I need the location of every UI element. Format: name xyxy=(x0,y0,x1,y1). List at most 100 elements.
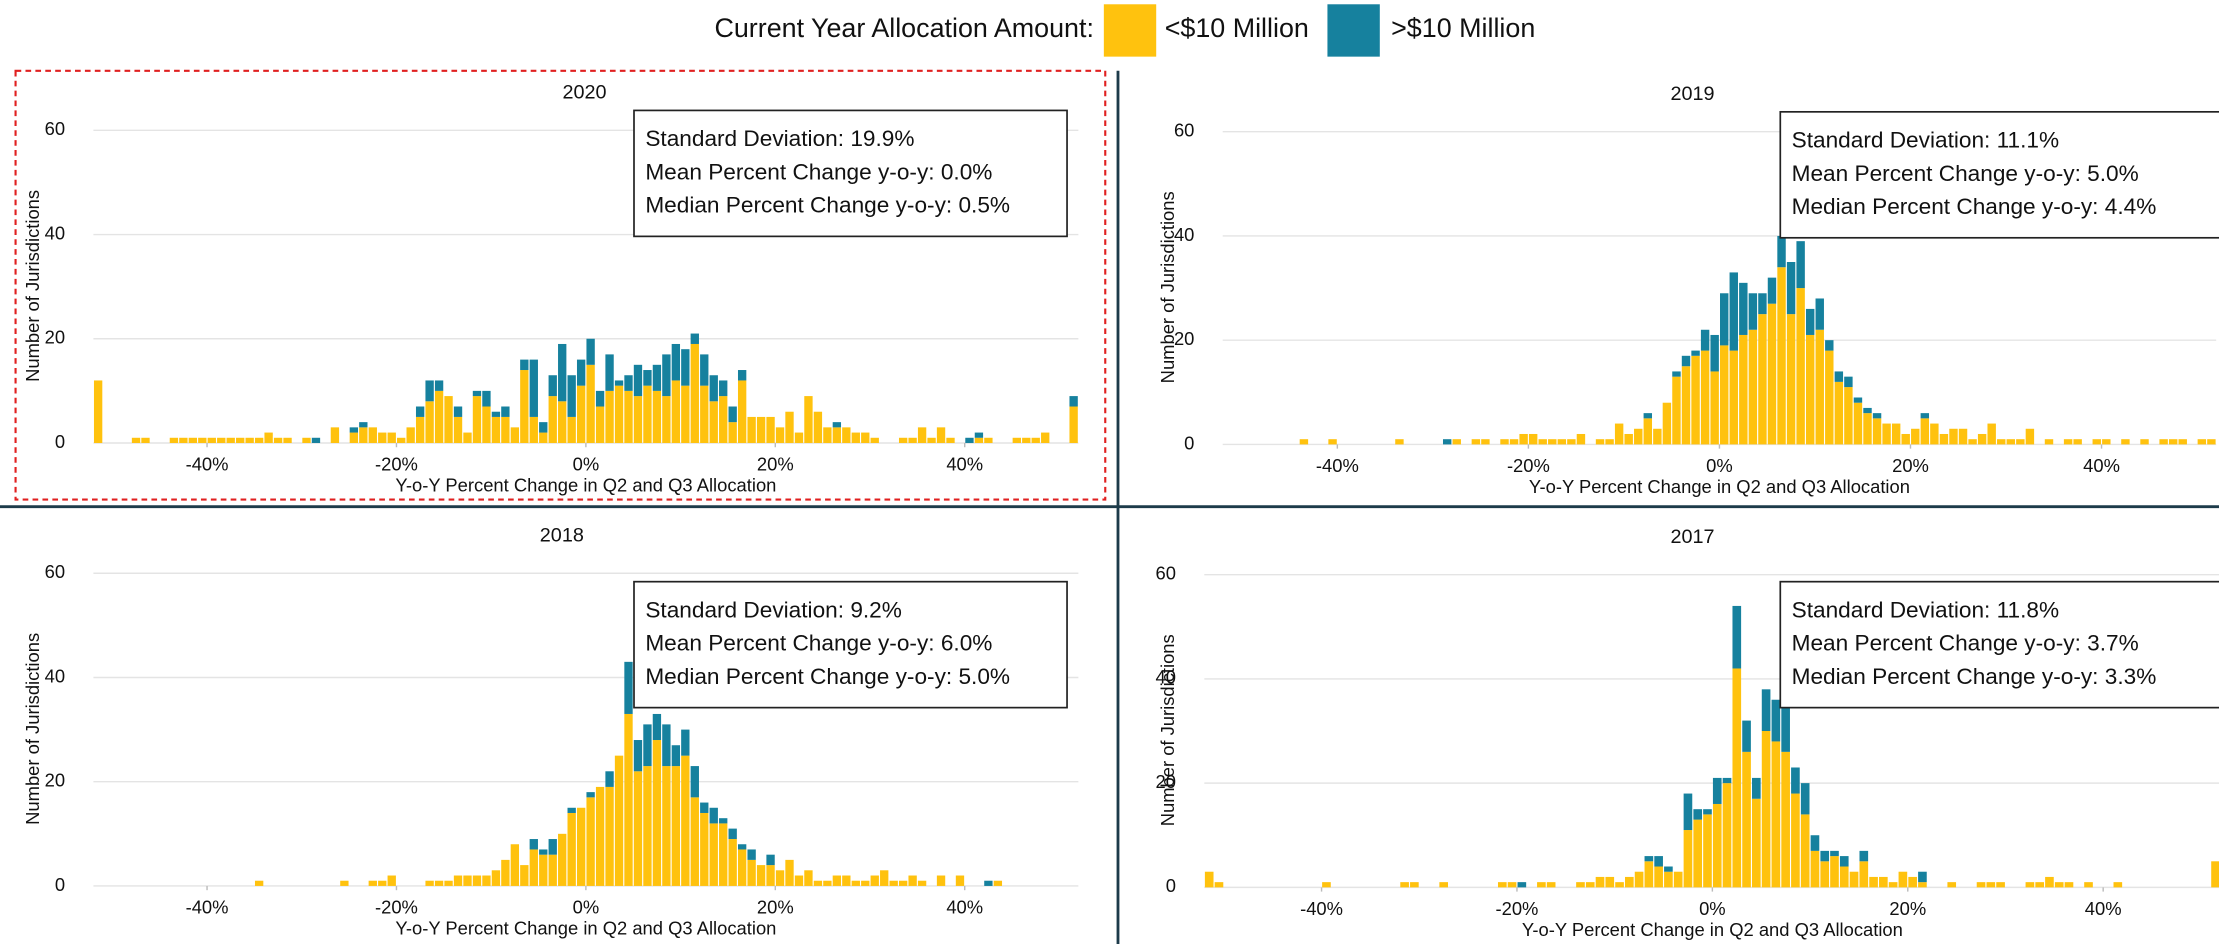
x-tick-label: 40% xyxy=(2083,455,2120,476)
histogram-bar xyxy=(737,370,747,381)
histogram-bar xyxy=(1820,850,1830,862)
histogram-bar xyxy=(1471,439,1481,445)
histogram-bar xyxy=(226,437,235,443)
histogram-bar xyxy=(1507,882,1517,888)
histogram-bar xyxy=(1204,871,1214,888)
histogram-bar xyxy=(1830,856,1839,888)
histogram-bar xyxy=(1710,371,1719,445)
histogram-bar xyxy=(378,880,387,886)
histogram-bar xyxy=(1761,689,1771,732)
histogram-bar xyxy=(520,370,529,443)
histogram-bar xyxy=(605,390,614,443)
y-axis-label: Number of Jurisdictions xyxy=(1157,191,1178,383)
histogram-bar xyxy=(1729,350,1738,445)
histogram-bar xyxy=(662,724,671,767)
histogram-bar xyxy=(690,333,699,344)
histogram-bar xyxy=(586,797,595,886)
histogram-bar xyxy=(1758,314,1767,445)
x-tick-label: 20% xyxy=(1892,455,1929,476)
histogram-bar xyxy=(1700,329,1710,351)
histogram-bar xyxy=(1214,882,1224,888)
y-tick-label: 0 xyxy=(55,431,65,452)
stats-box xyxy=(1779,110,2219,239)
histogram-bar xyxy=(1986,882,1996,888)
histogram-bar xyxy=(1920,418,1930,445)
histogram-bar xyxy=(217,437,226,443)
histogram-bar xyxy=(1863,413,1872,445)
histogram-bar xyxy=(1643,418,1653,445)
stats-text: Standard Deviation: 19.9% xyxy=(645,126,914,151)
histogram-bar xyxy=(2006,439,2016,445)
histogram-bar xyxy=(425,380,434,402)
histogram-bar xyxy=(1576,433,1586,445)
histogram-bar xyxy=(662,396,671,443)
histogram-bar xyxy=(1519,433,1528,445)
histogram-bar xyxy=(1624,433,1633,445)
histogram-bar xyxy=(794,432,804,443)
histogram-bar xyxy=(1654,856,1663,867)
histogram-bar xyxy=(662,354,671,397)
histogram-bar xyxy=(1796,241,1805,289)
histogram-bar xyxy=(548,396,557,443)
histogram-bar xyxy=(1712,803,1722,888)
histogram-bar xyxy=(1720,345,1729,445)
histogram-bar xyxy=(472,875,482,886)
histogram-bar xyxy=(1796,288,1805,445)
histogram-bar xyxy=(2113,882,2123,888)
histogram-bar xyxy=(169,437,179,443)
histogram-bar xyxy=(330,427,340,443)
x-tick-label: -20% xyxy=(1507,455,1550,476)
histogram-bar xyxy=(1987,423,1996,445)
histogram-bar xyxy=(1500,439,1509,445)
histogram-bar xyxy=(2211,861,2219,888)
histogram-bar xyxy=(576,807,586,886)
histogram-bar xyxy=(993,880,1003,886)
histogram-bar xyxy=(273,437,283,443)
histogram-bar xyxy=(1643,413,1653,419)
selection-outline xyxy=(14,69,1107,501)
histogram-bar xyxy=(624,375,633,391)
histogram-bar xyxy=(1576,882,1585,888)
histogram-bar xyxy=(1920,413,1930,419)
histogram-bar xyxy=(425,880,434,886)
histogram-bar xyxy=(529,839,538,850)
histogram-bar xyxy=(2073,439,2082,445)
histogram-bar xyxy=(1703,809,1712,815)
histogram-bar xyxy=(1410,882,1419,888)
histogram-bar xyxy=(595,390,605,407)
histogram-bar xyxy=(1031,437,1040,443)
histogram-bar xyxy=(681,755,690,886)
histogram-bar xyxy=(1442,439,1452,445)
histogram-bar xyxy=(434,380,444,391)
histogram-bar xyxy=(1869,876,1878,888)
histogram-bar xyxy=(1853,397,1863,403)
histogram-bar xyxy=(1720,293,1729,346)
histogram-bar xyxy=(558,833,567,886)
histogram-bar xyxy=(652,390,662,443)
histogram-bar xyxy=(775,427,785,443)
histogram-bar xyxy=(1930,423,1939,445)
histogram-bar xyxy=(482,875,491,886)
histogram-bar xyxy=(1481,439,1490,445)
histogram-bar xyxy=(624,390,633,443)
histogram-bar xyxy=(482,406,491,443)
histogram-bar xyxy=(1703,814,1712,888)
histogram-bar xyxy=(378,432,387,443)
histogram-bar xyxy=(1537,882,1546,888)
histogram-bar xyxy=(1567,439,1576,445)
histogram-bar xyxy=(2168,439,2178,445)
histogram-bar xyxy=(586,338,595,365)
histogram-bar xyxy=(2102,439,2111,445)
stats-text: Median Percent Change y-o-y: 3.3% xyxy=(1792,664,2157,689)
histogram-bar xyxy=(1022,437,1031,443)
histogram-bar xyxy=(1683,830,1693,888)
histogram-bar xyxy=(1918,882,1927,888)
histogram-bar xyxy=(728,828,737,840)
histogram-bar xyxy=(1898,871,1908,888)
x-tick-label: 20% xyxy=(1889,898,1926,919)
histogram-bar xyxy=(529,849,538,886)
histogram-bar xyxy=(605,786,614,886)
histogram-bar xyxy=(1664,871,1673,888)
histogram-bar xyxy=(870,437,879,443)
